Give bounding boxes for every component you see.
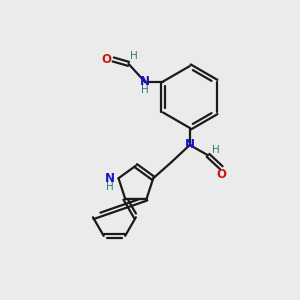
Text: O: O xyxy=(217,168,227,181)
Text: N: N xyxy=(105,172,115,185)
Text: N: N xyxy=(185,139,195,152)
Text: N: N xyxy=(140,75,150,88)
Text: H: H xyxy=(106,182,114,191)
Text: H: H xyxy=(130,51,138,61)
Text: O: O xyxy=(102,53,112,66)
Text: H: H xyxy=(212,145,220,155)
Text: H: H xyxy=(141,85,148,95)
